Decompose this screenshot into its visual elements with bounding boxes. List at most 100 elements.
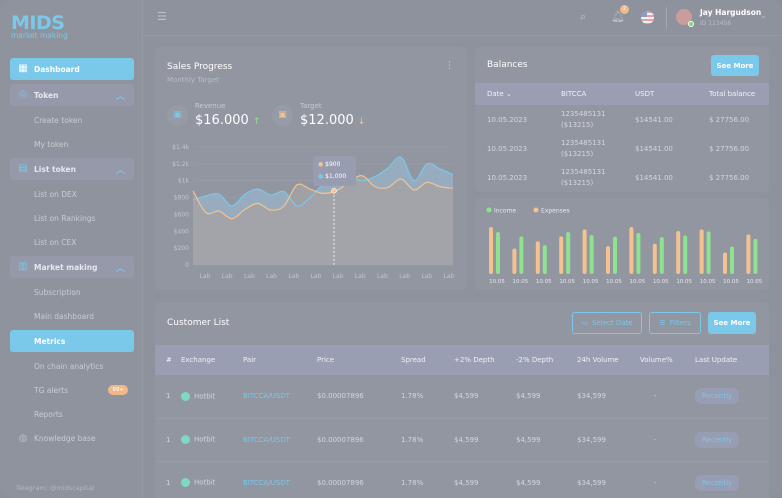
sidebar-item-label: Main dashboard bbox=[34, 311, 94, 321]
sidebar-item-label: List token bbox=[34, 164, 76, 174]
bar-expenses bbox=[512, 248, 517, 274]
sidebar-item-main-dashboard[interactable]: Main dashboard bbox=[10, 306, 134, 326]
revenue-label: Revenue bbox=[195, 102, 226, 110]
exchange-cell: Hotbit bbox=[181, 375, 243, 418]
logo[interactable]: MIDS market making bbox=[11, 14, 68, 40]
sidebar-item-reports[interactable]: Reports bbox=[10, 404, 134, 424]
bitcca-cell: 1235485131 ($13215) bbox=[561, 167, 606, 187]
sidebar: MIDS market making ▦ Dashboard ◎ Token ︿ Crea… bbox=[0, 0, 143, 498]
sidebar-item-metrics[interactable]: Metrics bbox=[10, 330, 134, 352]
exchange-cell: Hotbit bbox=[181, 461, 243, 498]
sidebar-item-market-making[interactable]: ▥ Market making ︿ bbox=[10, 256, 134, 278]
table-row[interactable]: 1 Hotbit BITCCA/USDT $0.00007896 1.78% $4,599… bbox=[155, 418, 769, 461]
bar-expenses bbox=[676, 231, 681, 274]
sidebar-item-list-on-cex[interactable]: List on CEX bbox=[10, 232, 134, 252]
pair-link[interactable]: BITCCA/USDT bbox=[243, 392, 290, 401]
bar-income bbox=[706, 231, 711, 274]
x-tick-label: Lab bbox=[355, 273, 366, 280]
legend-label: Income bbox=[494, 208, 516, 215]
bar-income bbox=[496, 232, 500, 274]
status-badge: Recently bbox=[695, 431, 740, 448]
bar-income bbox=[542, 245, 547, 274]
sidebar-item-list-on-rankings[interactable]: List on Rankings bbox=[10, 208, 134, 228]
x-tick-label: Lab bbox=[266, 273, 277, 280]
x-tick-label: 10.05 bbox=[700, 279, 716, 285]
chevron-up-icon[interactable]: ︿ bbox=[115, 166, 125, 176]
us-flag-icon[interactable] bbox=[641, 11, 654, 24]
bar-expenses bbox=[535, 241, 540, 274]
x-tick-label: Lab bbox=[421, 273, 432, 280]
last-update-cell[interactable]: Recently bbox=[695, 418, 769, 461]
table-row[interactable]: 1 Hotbit BITCCA/USDT $0.00007896 1.78% $4,599… bbox=[155, 375, 769, 418]
bar-income bbox=[613, 236, 617, 274]
target-money-icon: ▣ bbox=[272, 105, 293, 126]
token-icon: ◎ bbox=[18, 89, 28, 100]
last-update-cell[interactable]: Recently bbox=[695, 461, 769, 498]
y-tick-label: $800 bbox=[174, 195, 189, 202]
bar-income bbox=[683, 235, 688, 274]
chevron-up-icon[interactable]: ︿ bbox=[115, 92, 125, 102]
sidebar-item-knowledge-base[interactable]: ◍ Knowledge base bbox=[10, 428, 134, 448]
hamburger-menu-icon[interactable]: ☰ bbox=[157, 10, 167, 23]
exchange-cell: Hotbit bbox=[181, 418, 243, 461]
sidebar-item-subscription[interactable]: Subscription bbox=[10, 282, 134, 302]
x-tick-label: 10.05 bbox=[747, 279, 763, 285]
notification-badge: 99+ bbox=[108, 385, 128, 395]
see-more-button[interactable]: See More bbox=[711, 55, 759, 76]
filters-button[interactable]: ☰ Filters bbox=[649, 312, 701, 334]
column-header-date[interactable]: Date ⌄ bbox=[487, 90, 512, 98]
select-date-button[interactable]: ▭ Select Date bbox=[572, 312, 642, 334]
calendar-icon: ▭ bbox=[581, 319, 589, 327]
search-icon[interactable]: ⌕ bbox=[580, 10, 587, 23]
sidebar-item-token[interactable]: ◎ Token ︿ bbox=[10, 84, 134, 106]
cell: 1 bbox=[166, 478, 171, 487]
bar-expenses bbox=[559, 236, 564, 274]
table-row[interactable]: 10.05.2023 1235485131 ($13215) $14541.00 $ 2… bbox=[475, 105, 769, 134]
see-more-button[interactable]: See More bbox=[708, 312, 756, 334]
y-tick-label: $600 bbox=[174, 211, 189, 218]
x-tick-label: Lab bbox=[244, 273, 255, 280]
x-tick-label: 10.05 bbox=[723, 279, 739, 285]
chevron-up-icon[interactable]: ︿ bbox=[115, 264, 125, 274]
sidebar-item-dashboard[interactable]: ▦ Dashboard bbox=[10, 58, 134, 80]
sidebar-item-label: Dashboard bbox=[34, 64, 80, 74]
sidebar-item-on-chain-analytics[interactable]: On chain analytics bbox=[10, 356, 134, 376]
card-subtitle: Monthly Target bbox=[167, 76, 219, 84]
notification-badge: 2 bbox=[620, 5, 629, 14]
legend-marker bbox=[486, 207, 492, 213]
total-cell: $ 27756.00 bbox=[709, 173, 750, 182]
bar-expenses bbox=[699, 229, 704, 274]
column-header: -2% Depth bbox=[516, 356, 554, 364]
sidebar-item-label: Knowledge base bbox=[34, 433, 96, 443]
y-tick-label: $1.2k bbox=[172, 161, 189, 168]
usdt-cell: $14541.00 bbox=[635, 115, 673, 124]
x-tick-label: 10.05 bbox=[559, 279, 575, 285]
sidebar-item-my-token[interactable]: My token bbox=[10, 134, 134, 154]
last-update-cell[interactable]: Recently bbox=[695, 375, 769, 418]
column-header: Total balance bbox=[709, 90, 756, 98]
cell: $0.00007896 bbox=[317, 478, 364, 487]
table-row[interactable]: 10.05.2023 1235485131 ($13215) $14541.00 $ 2… bbox=[475, 163, 769, 192]
sidebar-item-list-on-dex[interactable]: List on DEX bbox=[10, 184, 134, 204]
sidebar-item-tg-alerts[interactable]: TG alerts 99+ bbox=[10, 380, 134, 400]
sidebar-item-list-token[interactable]: ▤ List token ︿ bbox=[10, 158, 134, 180]
table-row[interactable]: 10.05.2023 1235485131 ($13215) $14541.00 $ 2… bbox=[475, 134, 769, 163]
cell: $34,599 bbox=[577, 435, 606, 444]
sidebar-item-label: Reports bbox=[34, 409, 63, 419]
pair-link[interactable]: BITCCA/USDT bbox=[243, 478, 290, 487]
user-name: Jay Hargudson bbox=[700, 8, 762, 17]
pair-link[interactable]: BITCCA/USDT bbox=[243, 435, 290, 444]
avatar[interactable] bbox=[676, 9, 694, 27]
user-id: ID 123456 bbox=[700, 20, 732, 27]
table-row[interactable]: 1 Hotbit BITCCA/USDT $0.00007896 1.78% $4,599… bbox=[155, 461, 769, 498]
chevron-down-icon[interactable]: ⌄ bbox=[760, 11, 767, 20]
cell: $4,599 bbox=[454, 392, 479, 401]
x-tick-label: 10.05 bbox=[653, 279, 669, 285]
sidebar-item-create-token[interactable]: Create token bbox=[10, 110, 134, 130]
bar-income bbox=[753, 238, 758, 274]
document-icon: ▤ bbox=[18, 163, 28, 174]
bitcca-cell: 1235485131 ($13215) bbox=[561, 109, 606, 129]
more-vertical-icon[interactable]: ⋮ bbox=[445, 61, 454, 71]
grid-icon: ▦ bbox=[18, 63, 28, 74]
